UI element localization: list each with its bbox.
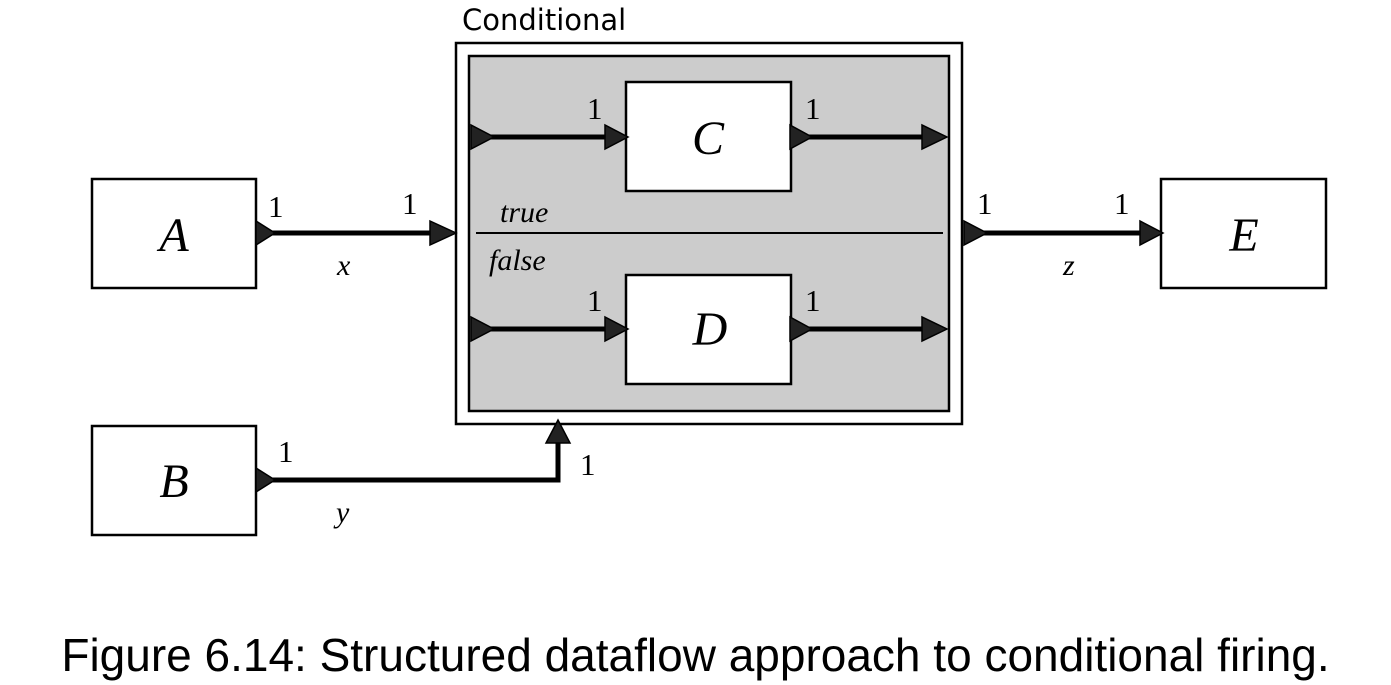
conditional-input-x-port: [429, 219, 458, 247]
rate-x-in: 1: [402, 186, 418, 221]
rate-c-in: 1: [587, 91, 603, 126]
d-input-port: [604, 315, 630, 343]
inner-false-input-port: [470, 315, 496, 343]
actor-e-label: E: [1228, 209, 1258, 262]
true-label: true: [500, 196, 548, 229]
actor-d-label: D: [692, 303, 728, 356]
conditional-output-port: [963, 219, 989, 247]
arc-y-line[interactable]: [267, 439, 561, 483]
arc-x-label: x: [336, 249, 351, 282]
arc-z-label: z: [1062, 249, 1075, 282]
actor-a-label: A: [156, 209, 189, 262]
dataflow-diagram: Conditional true false A B C D E: [90, 3, 1328, 537]
rate-a-out: 1: [268, 189, 284, 224]
inner-false-output-port: [921, 315, 949, 343]
actor-b-output-port: [255, 466, 277, 494]
actor-d-box[interactable]: [624, 273, 793, 386]
rate-c-out: 1: [805, 91, 821, 126]
conditional-title: Conditional: [462, 3, 626, 37]
rate-z-out: 1: [977, 186, 993, 221]
conditional-control-port: [544, 418, 572, 444]
c-output-port: [789, 123, 814, 151]
false-label: false: [489, 244, 546, 277]
d-output-port: [789, 315, 814, 343]
actor-e-input-port: [1139, 219, 1165, 247]
rate-d-in: 1: [587, 283, 603, 318]
actor-a-output-port: [255, 219, 277, 247]
rate-e-in: 1: [1114, 186, 1130, 221]
arc-y-label: y: [333, 496, 350, 529]
actor-c-label: C: [692, 112, 725, 165]
figure-caption: Figure 6.14: Structured dataflow approac…: [61, 629, 1330, 681]
actor-a-box[interactable]: [90, 177, 258, 290]
inner-true-input-port: [470, 123, 496, 151]
rate-d-out: 1: [805, 283, 821, 318]
rate-b-out: 1: [278, 434, 294, 469]
inner-true-output-port: [921, 123, 949, 151]
rate-y-in: 1: [580, 447, 596, 482]
actor-b-label: B: [159, 455, 188, 508]
c-input-port: [604, 123, 630, 151]
